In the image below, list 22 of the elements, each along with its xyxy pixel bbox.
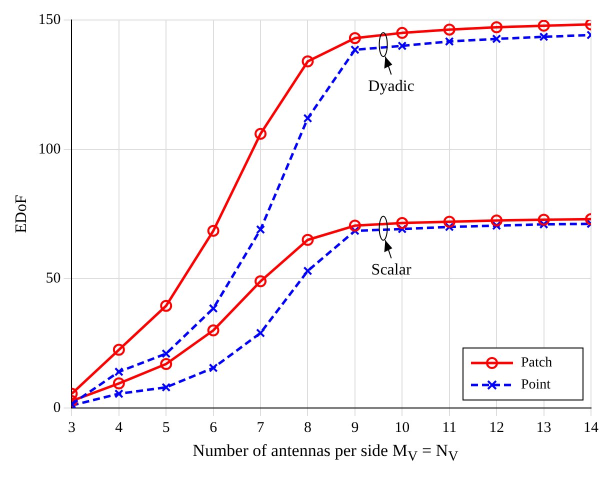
- y-axis-title: EDoF: [12, 194, 30, 234]
- y-tick-label: 150: [38, 12, 61, 28]
- legend-label: Point: [521, 378, 551, 393]
- x-tick-label: 4: [115, 420, 124, 436]
- x-axis-title: Number of antennas per side M$_{V}$ = N$_{V}$: [192, 440, 460, 466]
- x-tick-label: 11: [442, 420, 457, 436]
- y-tick-label: 50: [46, 270, 61, 287]
- x-tick-label: 12: [489, 420, 504, 436]
- x-tick-label: 9: [351, 420, 359, 436]
- x-tick-label: 14: [584, 420, 599, 436]
- x-tick-label: 7: [256, 420, 265, 436]
- x-tick-label: 3: [68, 420, 76, 436]
- x-tick-label: 5: [162, 420, 170, 436]
- x-tick-label: 13: [536, 420, 552, 436]
- x-tick-label: 10: [394, 420, 410, 436]
- y-tick-label: 100: [38, 141, 61, 158]
- x-tick-label: 6: [210, 420, 218, 436]
- y-tick-label: 0: [53, 400, 61, 416]
- x-tick-label: 8: [304, 420, 312, 436]
- annotation: Dyadic: [368, 78, 414, 95]
- legend-label: Patch: [521, 356, 552, 371]
- annotation: Scalar: [371, 261, 412, 278]
